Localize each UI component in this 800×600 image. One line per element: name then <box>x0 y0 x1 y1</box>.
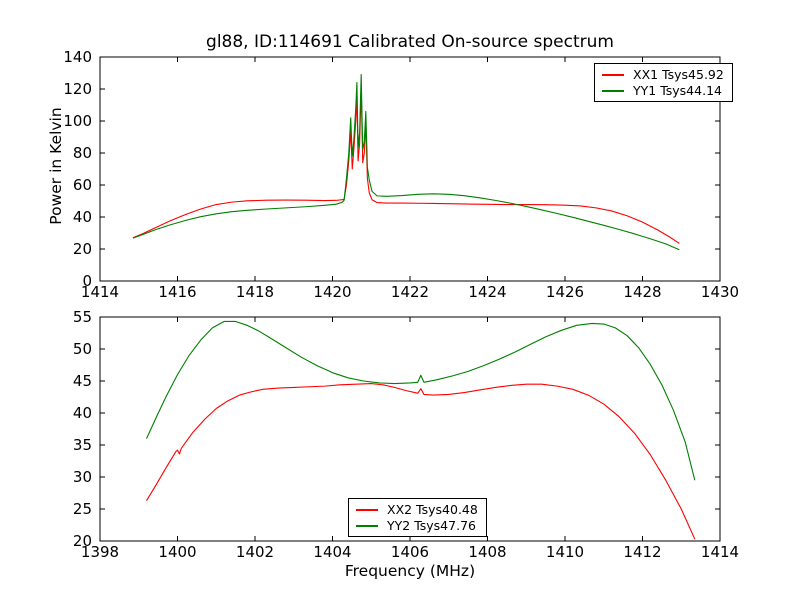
y-tick-label: 40 <box>73 208 92 226</box>
x-tick-label: 1398 <box>81 543 119 561</box>
y-tick-label: 30 <box>73 468 92 486</box>
y-tick-label: 100 <box>63 112 92 130</box>
y-tick-label: 20 <box>73 240 92 258</box>
y-tick-label: 80 <box>73 144 92 162</box>
y-tick-label: 55 <box>73 308 92 326</box>
x-tick-label: 1416 <box>158 283 196 301</box>
x-tick-label: 1404 <box>313 543 351 561</box>
legend-entry-xx1: XX1 Tsys45.92 <box>602 68 724 81</box>
legend-label-yy2: YY2 Tsys47.76 <box>387 518 476 533</box>
y-tick-label: 40 <box>73 404 92 422</box>
series-line-xx2 <box>146 383 696 540</box>
x-tick-label: 1402 <box>236 543 274 561</box>
x-tick-label: 1418 <box>236 283 274 301</box>
subplot-0: 1414 1416 1418 1420 1422 1424 1426 1428 1430 0 20 4… <box>63 48 739 301</box>
plot-title: gl88, ID:114691 Calibrated On-source spe… <box>206 32 614 52</box>
top-legend: XX1 Tsys45.92 YY1 Tsys44.14 <box>594 63 733 102</box>
y-tick-label: 0 <box>82 272 92 290</box>
x-tick-label: 1428 <box>623 283 661 301</box>
x-tick-label: 1424 <box>468 283 506 301</box>
x-tick-label: 1412 <box>623 543 661 561</box>
xx1-line-sample <box>602 73 624 76</box>
x-tick-label: 1414 <box>701 543 739 561</box>
bottom-legend: XX2 Tsys40.48 YY2 Tsys47.76 <box>348 498 487 537</box>
legend-entry-yy1: YY1 Tsys44.14 <box>602 84 724 97</box>
axes-frame <box>99 316 721 542</box>
yy2-line-sample <box>356 524 378 527</box>
x-tick-label: 1400 <box>158 543 196 561</box>
legend-label-xx2: XX2 Tsys40.48 <box>387 502 478 517</box>
y-tick-label: 20 <box>73 532 92 550</box>
x-tick-label: 1430 <box>701 283 739 301</box>
legend-entry-yy2: YY2 Tsys47.76 <box>356 519 478 532</box>
x-tick-label: 1410 <box>546 543 584 561</box>
axes-frame <box>99 56 721 282</box>
x-tick-label: 1426 <box>546 283 584 301</box>
x-tick-label: 1408 <box>468 543 506 561</box>
legend-label-yy1: YY1 Tsys44.14 <box>633 83 722 98</box>
x-tick-label: 1420 <box>313 283 351 301</box>
series-line-yy2 <box>146 320 696 481</box>
y-tick-label: 140 <box>63 48 92 66</box>
bottom-x-axis-label: Frequency (MHz) <box>344 562 476 580</box>
series-line-xx1 <box>132 86 680 244</box>
x-tick-label: 1406 <box>391 543 429 561</box>
xx2-line-sample <box>356 508 378 511</box>
y-tick-label: 25 <box>73 500 92 518</box>
x-tick-label: 1422 <box>391 283 429 301</box>
series-line-yy1 <box>132 74 680 251</box>
y-tick-label: 35 <box>73 436 92 454</box>
y-tick-label: 60 <box>73 176 92 194</box>
y-tick-label: 45 <box>73 372 92 390</box>
legend-entry-xx2: XX2 Tsys40.48 <box>356 503 478 516</box>
x-tick-label: 1414 <box>81 283 119 301</box>
legend-label-xx1: XX1 Tsys45.92 <box>633 67 724 82</box>
yy1-line-sample <box>602 89 624 92</box>
subplot-1: 1398 1400 1402 1404 1406 1408 1410 1412 1414 20 25… <box>73 308 739 561</box>
y-tick-label: 50 <box>73 340 92 358</box>
y-tick-label: 120 <box>63 80 92 98</box>
